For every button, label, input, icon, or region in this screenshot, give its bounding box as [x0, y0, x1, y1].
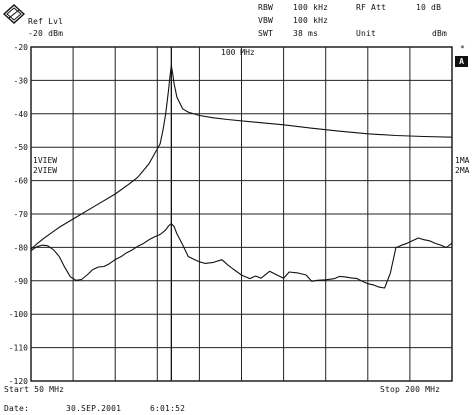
trace-1-view-label: 1VIEW: [33, 156, 58, 165]
traces: [30, 64, 453, 289]
y-tick-label: -80: [14, 243, 29, 252]
trace-2-mode-right: 2MA: [455, 166, 470, 175]
stop-frequency: Stop 200 MHz: [380, 385, 441, 394]
y-tick-label: -20: [14, 43, 29, 52]
unit-label: Unit: [356, 29, 377, 38]
ref-level-value: -20 dBm: [28, 29, 64, 38]
graticule: [30, 46, 453, 382]
y-tick-label: -120: [9, 377, 28, 386]
rf-att-label: RF Att: [356, 3, 387, 12]
y-tick-label: -50: [14, 143, 29, 152]
date-value: 30.SEP.2001: [66, 404, 122, 413]
time-value: 6:01:52: [150, 404, 186, 413]
swt-value: 38 ms: [293, 29, 319, 38]
trace-2-view-label: 2VIEW: [33, 166, 58, 175]
y-tick-label: -110: [9, 344, 28, 353]
y-tick-labels: -20 -30 -40 -50 -60 -70 -80 -90 -100 -110 -120: [9, 43, 28, 386]
trace-a-badge: A: [455, 56, 468, 67]
rbw-label: RBW: [258, 3, 274, 12]
unit-value: dBm: [432, 29, 448, 38]
trace-1-mode-right: 1MA: [455, 156, 470, 165]
star-indicator: *: [460, 44, 465, 53]
swt-label: SWT: [258, 29, 274, 38]
y-tick-label: -90: [14, 277, 29, 286]
marker-frequency-label: 100 MHz: [221, 48, 255, 57]
ref-level-label: Ref Lvl: [28, 17, 64, 26]
y-tick-label: -70: [14, 210, 29, 219]
y-tick-label: -100: [9, 310, 28, 319]
vbw-value: 100 kHz: [293, 16, 329, 25]
vbw-label: VBW: [258, 16, 274, 25]
rohde-schwarz-logo-icon: [3, 4, 25, 24]
rbw-value: 100 kHz: [293, 3, 329, 12]
y-tick-label: -60: [14, 177, 29, 186]
trace-2: [30, 222, 453, 289]
date-label: Date:: [4, 404, 30, 413]
start-frequency: Start 50 MHz: [4, 385, 65, 394]
y-tick-label: -30: [14, 76, 29, 85]
trace-1: [30, 64, 453, 250]
rf-att-value: 10 dB: [416, 3, 442, 12]
y-tick-label: -40: [14, 110, 29, 119]
